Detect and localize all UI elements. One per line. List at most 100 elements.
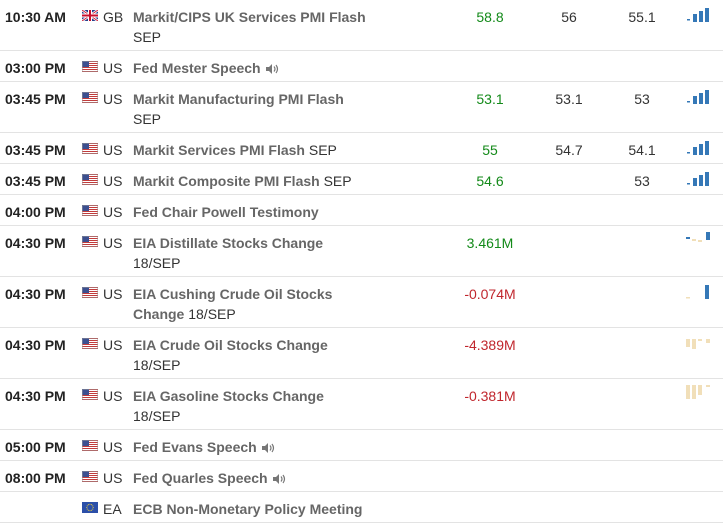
event-title[interactable]: Fed Quarles Speech xyxy=(133,470,268,486)
country-code: US xyxy=(103,91,123,107)
speaker-icon[interactable] xyxy=(261,442,275,454)
event-name[interactable]: Fed Mester Speech xyxy=(133,58,373,78)
eu-flag-icon xyxy=(82,502,98,513)
country-code: US xyxy=(103,235,123,251)
event-time: 04:30 PM xyxy=(5,388,66,404)
event-period: SEP xyxy=(308,142,337,158)
event-period: 18/SEP xyxy=(133,357,181,373)
forecast-value: 54.7 xyxy=(555,142,583,158)
event-name[interactable]: Markit Composite PMI Flash SEP xyxy=(133,171,373,191)
calendar-row[interactable]: 04:30 PM US EIA Distillate Stocks Change 18… xyxy=(0,226,723,277)
event-time: 10:30 AM xyxy=(5,9,66,25)
us-flag-icon xyxy=(82,440,98,451)
speaker-icon[interactable] xyxy=(272,473,286,485)
event-time: 08:00 PM xyxy=(5,470,66,486)
calendar-row[interactable]: 04:30 PM US EIA Crude Oil Stocks Change 18/… xyxy=(0,328,723,379)
actual-value: 55 xyxy=(482,142,498,158)
event-time: 04:30 PM xyxy=(5,286,66,302)
event-title[interactable]: EIA Gasoline Stocks Change xyxy=(133,388,324,404)
calendar-row[interactable]: 03:00 PM US Fed Mester Speech xyxy=(0,51,723,82)
us-flag-icon xyxy=(82,92,98,103)
event-title[interactable]: Markit Manufacturing PMI Flash xyxy=(133,91,344,107)
trend-bars-icon xyxy=(686,232,710,242)
event-title[interactable]: Markit/CIPS UK Services PMI Flash xyxy=(133,9,366,25)
calendar-row[interactable]: 08:00 PM US Fed Quarles Speech xyxy=(0,461,723,492)
calendar-row[interactable]: 03:45 PM US Markit Manufacturing PMI Flash… xyxy=(0,82,723,133)
event-name[interactable]: EIA Cushing Crude Oil Stocks Change 18/S… xyxy=(133,284,373,324)
calendar-row[interactable]: 04:30 PM US EIA Cushing Crude Oil Stocks C… xyxy=(0,277,723,328)
event-title[interactable]: EIA Distillate Stocks Change xyxy=(133,235,324,251)
event-name[interactable]: Markit Services PMI Flash SEP xyxy=(133,140,373,160)
forecast-value: 53.1 xyxy=(555,91,583,107)
actual-value: -0.074M xyxy=(464,286,516,302)
event-name[interactable]: Fed Evans Speech xyxy=(133,437,373,457)
previous-value: 54.1 xyxy=(628,142,656,158)
trend-bars-icon xyxy=(687,141,709,155)
us-flag-icon xyxy=(82,174,98,185)
event-period: SEP xyxy=(133,111,162,127)
event-time: 03:45 PM xyxy=(5,173,66,189)
actual-value: -0.381M xyxy=(464,388,516,404)
previous-value: 55.1 xyxy=(628,9,656,25)
trend-bars-icon xyxy=(686,285,709,299)
forecast-value: 56 xyxy=(561,9,577,25)
event-title[interactable]: Fed Chair Powell Testimony xyxy=(133,204,319,220)
gb-flag-icon xyxy=(82,10,98,21)
country-code: US xyxy=(103,470,123,486)
event-name[interactable]: Fed Quarles Speech xyxy=(133,468,373,488)
us-flag-icon xyxy=(82,287,98,298)
event-name[interactable]: ECB Non-Monetary Policy Meeting xyxy=(133,499,373,519)
event-name[interactable]: EIA Crude Oil Stocks Change 18/SEP xyxy=(133,335,373,375)
calendar-row[interactable]: 04:00 PM US Fed Chair Powell Testimony xyxy=(0,195,723,226)
country-code: US xyxy=(103,60,123,76)
event-time: 03:45 PM xyxy=(5,91,66,107)
trend-bars-icon xyxy=(687,8,709,22)
trend-bars-icon xyxy=(686,385,710,399)
calendar-row[interactable]: 10:30 AM GB Markit/CIPS UK Services PMI Fl… xyxy=(0,0,723,51)
event-name[interactable]: EIA Distillate Stocks Change 18/SEP xyxy=(133,233,373,273)
event-time: 04:30 PM xyxy=(5,235,66,251)
event-time: 04:30 PM xyxy=(5,337,66,353)
event-title[interactable]: Markit Composite PMI Flash xyxy=(133,173,320,189)
event-title[interactable]: Fed Mester Speech xyxy=(133,60,261,76)
event-title[interactable]: EIA Crude Oil Stocks Change xyxy=(133,337,328,353)
actual-value: 58.8 xyxy=(476,9,504,25)
us-flag-icon xyxy=(82,236,98,247)
actual-value: 3.461M xyxy=(466,235,514,251)
event-period: 18/SEP xyxy=(188,306,236,322)
speaker-icon[interactable] xyxy=(265,63,279,75)
event-title[interactable]: EIA Cushing Crude Oil Stocks Change xyxy=(133,286,333,322)
trend-bars-icon xyxy=(686,339,710,349)
event-title[interactable]: Fed Evans Speech xyxy=(133,439,257,455)
event-name[interactable]: Markit Manufacturing PMI Flash SEP xyxy=(133,89,373,129)
event-time: 05:00 PM xyxy=(5,439,66,455)
event-time: 04:00 PM xyxy=(5,204,66,220)
event-name[interactable]: Fed Chair Powell Testimony xyxy=(133,202,373,222)
event-period: 18/SEP xyxy=(133,408,181,424)
country-code: EA xyxy=(103,501,122,517)
trend-bars-icon xyxy=(687,90,709,104)
us-flag-icon xyxy=(82,205,98,216)
calendar-row[interactable]: 03:45 PM US Markit Composite PMI Flash SEP… xyxy=(0,164,723,195)
actual-value: 53.1 xyxy=(476,91,504,107)
calendar-row[interactable]: 04:30 PM US EIA Gasoline Stocks Change 18/S… xyxy=(0,379,723,430)
us-flag-icon xyxy=(82,143,98,154)
country-code: US xyxy=(103,388,123,404)
event-name[interactable]: EIA Gasoline Stocks Change 18/SEP xyxy=(133,386,373,426)
calendar-row[interactable]: 05:00 PM US Fed Evans Speech xyxy=(0,430,723,461)
event-period: SEP xyxy=(133,29,162,45)
us-flag-icon xyxy=(82,61,98,72)
event-title[interactable]: ECB Non-Monetary Policy Meeting xyxy=(133,501,363,517)
us-flag-icon xyxy=(82,389,98,400)
actual-value: -4.389M xyxy=(464,337,516,353)
calendar-row[interactable]: 03:45 PM US Markit Services PMI Flash SEP 5… xyxy=(0,133,723,164)
event-title[interactable]: Markit Services PMI Flash xyxy=(133,142,305,158)
calendar-row[interactable]: EA ECB Non-Monetary Policy Meeting xyxy=(0,492,723,523)
event-name[interactable]: Markit/CIPS UK Services PMI Flash SEP xyxy=(133,7,373,47)
country-code: US xyxy=(103,337,123,353)
country-code: US xyxy=(103,286,123,302)
event-time: 03:00 PM xyxy=(5,60,66,76)
trend-bars-icon xyxy=(687,172,709,186)
country-code: US xyxy=(103,204,123,220)
